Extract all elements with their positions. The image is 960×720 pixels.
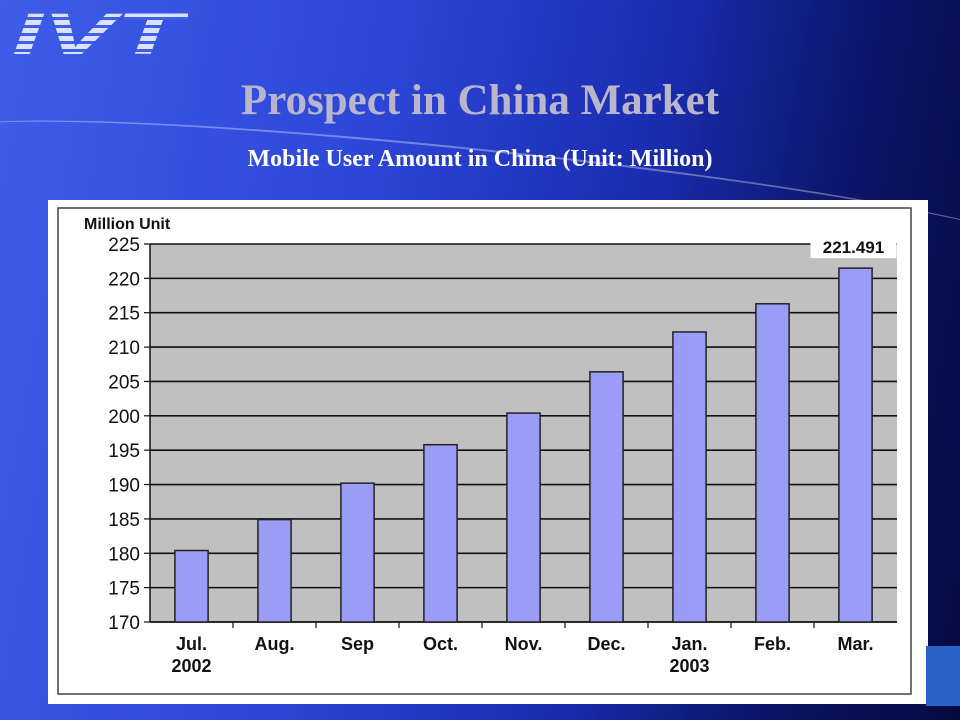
bar	[340, 482, 375, 623]
bar-chart: 170 175 180 185 190 195 200 205 210 215 220 225 Jul.…	[57, 207, 912, 695]
y-tick-label: 180	[108, 544, 140, 565]
x-tick-label: Nov.	[505, 634, 543, 654]
bar	[672, 331, 707, 623]
y-tick-label: 205	[108, 372, 140, 393]
y-tick-label: 200	[108, 407, 140, 428]
y-tick-label: 220	[108, 269, 140, 290]
x-tick-label: Jul.	[176, 634, 207, 654]
x-tick-label: Aug.	[255, 634, 295, 654]
y-tick-label: 195	[108, 441, 140, 462]
y-tick-label: 215	[108, 304, 140, 325]
y-tick-label: 225	[108, 235, 140, 256]
x-tick-label: Sep	[341, 634, 374, 654]
x-tick-label: Feb.	[754, 634, 791, 654]
chart-frame	[57, 207, 912, 695]
data-label: 221.491	[823, 238, 884, 257]
x-tick-label: Dec.	[587, 634, 625, 654]
y-tick-label: 210	[108, 338, 140, 359]
corner-decoration	[926, 646, 960, 706]
logo-text: IVT	[12, 4, 188, 60]
bar	[755, 303, 790, 623]
bar	[506, 412, 541, 623]
slide-subtitle: Mobile User Amount in China (Unit: Milli…	[247, 146, 713, 172]
chart-panel: 170 175 180 185 190 195 200 205 210 215 220 225 Jul.…	[48, 200, 928, 704]
y-tick-label: 185	[108, 510, 140, 531]
annotation-box	[810, 234, 897, 259]
company-logo: IVT	[12, 4, 188, 60]
y-tick-label: 170	[108, 613, 140, 634]
y-tick-label: 175	[108, 579, 140, 600]
y-axis-label: Million Unit	[84, 216, 171, 233]
bar	[174, 549, 209, 623]
x-tick-label: 2002	[171, 656, 211, 676]
y-tick-label: 190	[108, 476, 140, 497]
bar	[838, 267, 873, 623]
slide-title: Prospect in China Market	[240, 77, 720, 124]
x-tick-label: Jan.	[671, 634, 707, 654]
x-tick-label: Mar.	[837, 634, 873, 654]
bar	[257, 518, 292, 623]
x-tick-label: 2003	[669, 656, 709, 676]
bar	[589, 371, 624, 623]
x-tick-label: Oct.	[423, 634, 458, 654]
bar	[423, 443, 458, 623]
